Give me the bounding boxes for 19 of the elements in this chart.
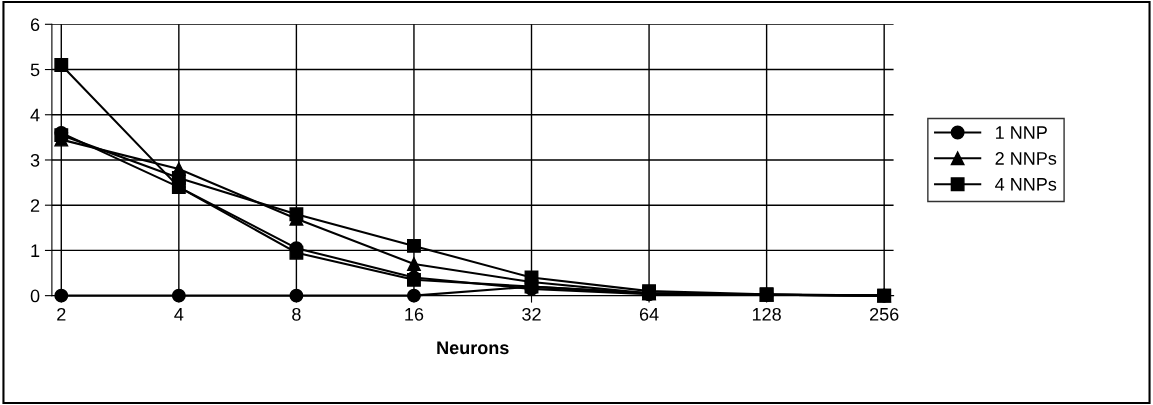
y-tick-label: 2 — [30, 199, 40, 212]
x-tick-label: 32 — [522, 307, 541, 321]
x-tick-label: 16 — [405, 307, 424, 321]
y-tick-label: 6 — [30, 18, 40, 32]
x-tick-label: 128 — [752, 307, 781, 321]
x-tick-label: 64 — [639, 307, 659, 321]
x-tick-label: 4 — [174, 308, 184, 321]
y-tick-label: 1 — [31, 244, 40, 257]
y-tick-label: 4 — [30, 108, 40, 122]
y-tick-label: 0 — [30, 289, 40, 303]
legend-label: 4 NNPs — [995, 178, 1057, 191]
x-axis-title: Neurons — [437, 341, 509, 355]
legend-label: 2 NNPs — [995, 152, 1057, 165]
y-tick-label: 5 — [30, 63, 40, 77]
x-tick-label: 256 — [870, 307, 899, 321]
x-tick-label: 8 — [292, 307, 301, 321]
y-tick-label: 3 — [30, 153, 40, 167]
x-tick-label: 2 — [57, 307, 66, 321]
legend-label: 1 NNP — [996, 126, 1047, 139]
